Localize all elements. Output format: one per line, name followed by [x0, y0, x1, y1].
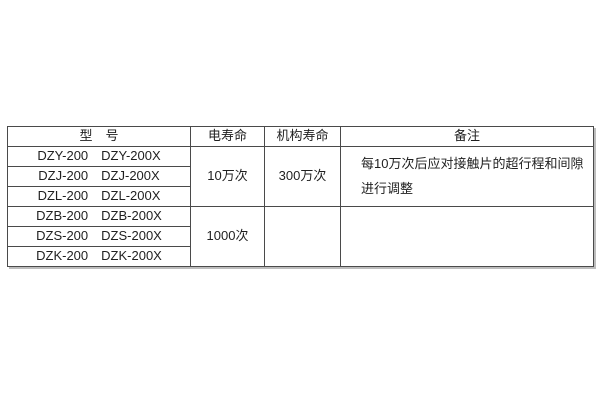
header-mechanism-life: 机构寿命	[264, 126, 341, 147]
model-name: DZK-200X	[101, 248, 162, 264]
spec-table: 型 号 电寿命 机构寿命 备注 DZY-200 DZY-200X 10万次 30…	[7, 126, 594, 267]
model-name: DZK-200	[36, 248, 89, 264]
table-row: DZY-200 DZY-200X 10万次 300万次 每10万次后应对接触片的…	[7, 146, 594, 207]
table-row: DZJ-200 DZJ-200X	[7, 166, 594, 187]
model-name: DZJ-200X	[101, 168, 160, 184]
electrical-life-cell: 10万次	[190, 146, 265, 207]
model-cell: DZS-200 DZS-200X	[7, 226, 191, 247]
header-remarks: 备注	[340, 126, 594, 147]
model-cell: DZY-200 DZY-200X	[7, 146, 191, 167]
remark-line: 每10万次后应对接触片的超行程和间隙	[361, 156, 584, 171]
model-cell: DZK-200 DZK-200X	[7, 246, 191, 267]
model-cell: DZL-200 DZL-200X	[7, 186, 191, 207]
model-name: DZS-200X	[101, 228, 162, 244]
model-name: DZB-200	[36, 208, 89, 224]
header-electrical-life: 电寿命	[190, 126, 265, 147]
model-name: DZB-200X	[101, 208, 162, 224]
table-row: DZK-200 DZK-200X	[7, 246, 594, 267]
model-name: DZS-200	[36, 228, 89, 244]
model-cell: DZB-200 DZB-200X	[7, 206, 191, 227]
model-name: DZL-200	[37, 188, 89, 204]
model-name: DZL-200X	[101, 188, 161, 204]
model-name: DZY-200X	[101, 148, 161, 164]
model-cell: DZJ-200 DZJ-200X	[7, 166, 191, 187]
model-name: DZY-200	[37, 148, 89, 164]
remark-line: 进行调整	[361, 181, 414, 196]
electrical-life-cell: 1000次	[190, 206, 265, 267]
mechanism-life-cell: 300万次	[264, 146, 341, 207]
remarks-cell: 每10万次后应对接触片的超行程和间隙 进行调整	[340, 146, 594, 207]
remarks-cell-empty	[340, 206, 594, 267]
model-name: DZJ-200	[38, 168, 89, 184]
table-row: DZB-200 DZB-200X 1000次	[7, 206, 594, 267]
mechanism-life-cell-empty	[264, 206, 341, 267]
header-row: 型 号 电寿命 机构寿命 备注	[7, 126, 594, 147]
header-model: 型 号	[7, 126, 191, 147]
table-row: DZL-200 DZL-200X	[7, 186, 594, 207]
